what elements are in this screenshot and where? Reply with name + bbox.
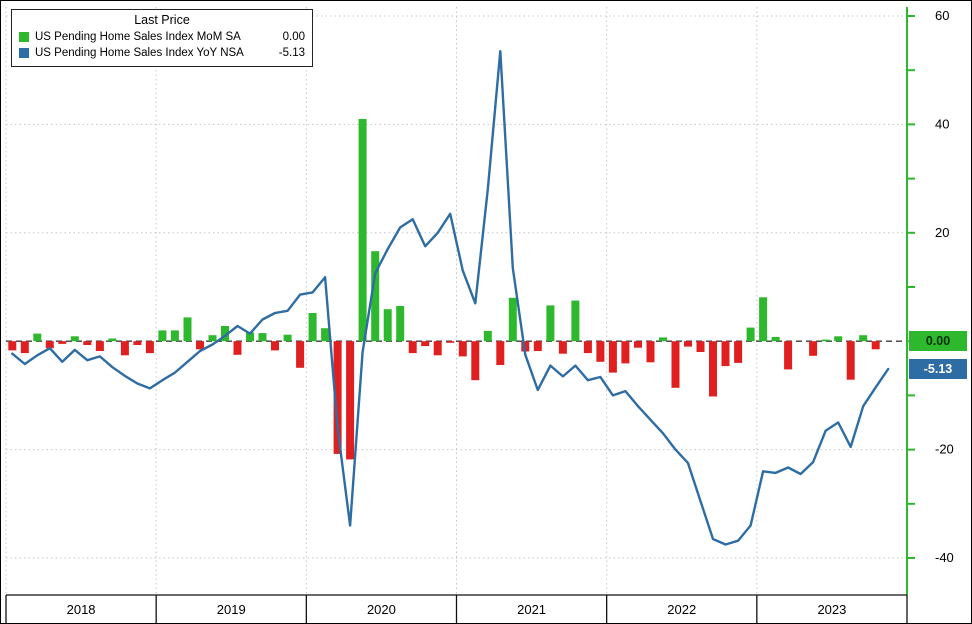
y-axis-label: 20 bbox=[935, 225, 949, 240]
mom-bar-positive bbox=[383, 309, 392, 342]
mom-bar-negative bbox=[533, 341, 542, 351]
x-axis-label: 2023 bbox=[817, 602, 846, 617]
mom-bar-negative bbox=[684, 341, 692, 347]
mom-bar-positive bbox=[859, 335, 868, 342]
mom-bar-positive bbox=[546, 305, 555, 342]
mom-bar-positive bbox=[571, 300, 580, 342]
mom-bar-negative bbox=[446, 341, 455, 343]
mom-bar-negative bbox=[346, 341, 355, 460]
mom-bar-negative bbox=[196, 341, 204, 350]
mom-bar-negative bbox=[45, 341, 54, 349]
legend-label-yoy: US Pending Home Sales Index YoY NSA bbox=[35, 47, 244, 59]
mom-bar-negative bbox=[558, 341, 567, 354]
mom-bar-negative bbox=[734, 341, 743, 363]
mom-bar-positive bbox=[771, 336, 780, 342]
mom-bar-negative bbox=[809, 341, 818, 356]
mom-bar-negative bbox=[784, 341, 793, 370]
mom-bar-negative bbox=[721, 341, 730, 367]
legend-row-mom[interactable]: US Pending Home Sales Index MoM SA 0.00 bbox=[19, 29, 305, 45]
legend-value-mom: 0.00 bbox=[282, 31, 305, 43]
mom-bar-positive bbox=[221, 326, 229, 342]
mom-bar-negative bbox=[421, 341, 430, 347]
mom-bar-positive bbox=[283, 334, 292, 342]
mom-bar-negative bbox=[433, 341, 442, 356]
legend-row-yoy[interactable]: US Pending Home Sales Index YoY NSA -5.1… bbox=[19, 45, 305, 61]
mom-bar-negative bbox=[634, 341, 642, 348]
mom-bar-positive bbox=[483, 330, 492, 342]
mom-bar-negative bbox=[583, 341, 592, 354]
mom-bar-positive bbox=[358, 119, 367, 342]
mom-bar-positive bbox=[33, 333, 42, 342]
legend-label-mom: US Pending Home Sales Index MoM SA bbox=[35, 31, 241, 43]
yoy-line bbox=[11, 50, 890, 546]
last-price-badge-mom: 0.00 bbox=[909, 331, 967, 351]
mom-bar-negative bbox=[233, 341, 242, 355]
mom-bar-positive bbox=[158, 330, 167, 342]
mom-bar-positive bbox=[246, 332, 254, 342]
mom-bar-positive bbox=[70, 336, 79, 342]
mom-bar-positive bbox=[746, 327, 755, 342]
mom-bar-negative bbox=[408, 341, 417, 354]
legend-title: Last Price bbox=[134, 13, 190, 27]
mom-bar-negative bbox=[271, 341, 279, 351]
y-axis-label: 60 bbox=[935, 8, 949, 23]
mom-bar-negative bbox=[145, 341, 154, 354]
mom-bar-negative bbox=[83, 341, 92, 345]
legend: Last Price US Pending Home Sales Index M… bbox=[11, 9, 313, 67]
mom-bar-negative bbox=[709, 341, 717, 397]
mom-bar-negative bbox=[95, 341, 104, 351]
mom-bar-negative bbox=[296, 341, 305, 368]
mom-bar-negative bbox=[333, 341, 342, 454]
mom-bar-positive bbox=[183, 317, 192, 342]
mom-bar-negative bbox=[608, 341, 617, 373]
mom-bar-positive bbox=[208, 335, 217, 342]
mom-bar-negative bbox=[20, 341, 29, 354]
mom-bar-positive bbox=[508, 297, 517, 342]
mom-bar-negative bbox=[120, 341, 129, 356]
mom-bar-positive bbox=[834, 336, 843, 342]
mom-bar-negative bbox=[8, 341, 17, 351]
mom-bar-negative bbox=[696, 341, 705, 352]
mom-series-swatch bbox=[19, 32, 29, 42]
mom-bar-negative bbox=[871, 341, 880, 350]
mom-bar-negative bbox=[471, 341, 480, 381]
mom-bar-positive bbox=[396, 306, 405, 342]
x-axis-label: 2021 bbox=[517, 602, 546, 617]
mom-bar-negative bbox=[521, 341, 530, 352]
x-axis-label: 2019 bbox=[217, 602, 246, 617]
mom-bar-positive bbox=[321, 328, 330, 342]
legend-value-yoy: -5.13 bbox=[278, 47, 305, 59]
mom-bar-negative bbox=[596, 341, 605, 362]
mom-bar-positive bbox=[659, 337, 667, 342]
mom-bar-negative bbox=[133, 341, 142, 345]
mom-bar-positive bbox=[308, 313, 317, 342]
mom-bar-negative bbox=[646, 341, 655, 363]
yoy-series-swatch bbox=[19, 48, 29, 58]
mom-bar-positive bbox=[821, 339, 830, 342]
x-axis-label: 2020 bbox=[367, 602, 396, 617]
y-axis-label: -20 bbox=[935, 442, 954, 457]
mom-bar-positive bbox=[759, 297, 768, 342]
y-axis-label: -40 bbox=[935, 550, 954, 565]
x-axis-label: 2018 bbox=[67, 602, 96, 617]
mom-bar-negative bbox=[671, 341, 680, 388]
mom-bar-negative bbox=[846, 341, 855, 380]
mom-bar-positive bbox=[258, 333, 267, 342]
x-axis-label: 2022 bbox=[667, 602, 696, 617]
mom-bar-positive bbox=[108, 338, 117, 342]
y-axis-label: 40 bbox=[935, 116, 949, 131]
mom-bar-positive bbox=[170, 330, 179, 342]
mom-bar-positive bbox=[371, 251, 380, 342]
mom-bar-negative bbox=[621, 341, 630, 364]
last-price-badge-yoy: -5.13 bbox=[909, 359, 967, 379]
mom-bar-negative bbox=[496, 341, 505, 365]
mom-bar-negative bbox=[458, 341, 467, 357]
mom-bar-negative bbox=[58, 341, 67, 344]
